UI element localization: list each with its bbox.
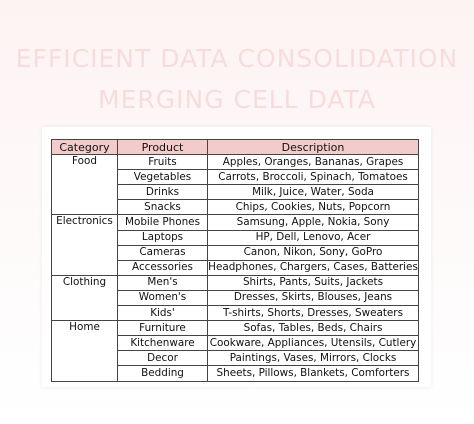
table-row: Women's Dresses, Skirts, Blouses, Jeans <box>52 289 419 307</box>
description-cell[interactable]: Sofas, Tables, Beds, Chairs <box>207 320 419 337</box>
product-cell[interactable]: Kitchenware <box>117 335 208 352</box>
table-row: Kids' T-shirts, Shorts, Dresses, Sweaters <box>52 305 419 322</box>
page-title-line1: EFFICIENT DATA CONSOLIDATION <box>15 44 459 73</box>
category-header[interactable]: Category <box>51 138 118 156</box>
table-row: Bedding Sheets, Pillows, Blankets, Comfor… <box>52 365 419 382</box>
description-cell[interactable]: Milk, Juice, Water, Soda <box>207 184 419 201</box>
product-cell[interactable]: Accessories <box>117 259 208 276</box>
description-cell[interactable]: T-shirts, Shorts, Dresses, Sweaters <box>207 305 419 322</box>
category-cell[interactable]: Food <box>51 154 118 216</box>
product-cell[interactable]: Drinks <box>117 184 208 201</box>
description-cell[interactable]: HP, Dell, Lenovo, Acer <box>207 229 419 246</box>
category-cell[interactable]: Clothing <box>51 274 118 322</box>
product-cell[interactable]: Cameras <box>117 244 208 261</box>
description-cell[interactable]: Cookware, Appliances, Utensils, Cutlery <box>207 335 419 352</box>
spreadsheet-panel: Category Product Description Food Fruits A… <box>42 127 431 387</box>
product-cell[interactable]: Vegetables <box>117 169 208 186</box>
product-cell[interactable]: Fruits <box>117 154 208 171</box>
product-cell[interactable]: Bedding <box>117 365 208 382</box>
product-header[interactable]: Product <box>117 138 208 156</box>
description-cell[interactable]: Apples, Oranges, Bananas, Grapes <box>207 154 419 171</box>
table-row: Snacks Chips, Cookies, Nuts, Popcorn <box>52 199 419 216</box>
product-cell[interactable]: Women's <box>117 289 208 307</box>
description-cell[interactable]: Canon, Nikon, Sony, GoPro <box>207 244 419 261</box>
description-cell[interactable]: Paintings, Vases, Mirrors, Clocks <box>207 350 419 367</box>
page-title-line2: MERGING CELL DATA <box>98 85 376 114</box>
table-row: Cameras Canon, Nikon, Sony, GoPro <box>52 244 419 261</box>
description-cell[interactable]: Headphones, Chargers, Cases, Batteries <box>207 259 419 276</box>
description-header[interactable]: Description <box>207 138 419 156</box>
description-cell[interactable]: Dresses, Skirts, Blouses, Jeans <box>207 289 419 307</box>
table-row: Kitchenware Cookware, Appliances, Utensil… <box>52 335 419 352</box>
product-table: Category Product Description Food Fruits A… <box>51 138 419 382</box>
category-cell[interactable]: Electronics <box>51 214 118 276</box>
table-row: Electronics Mobile Phones Samsung, Apple, … <box>51 214 419 276</box>
table-row: Decor Paintings, Vases, Mirrors, Clocks <box>52 350 419 367</box>
table-row: Food Fruits Apples, Oranges, Bananas, Grap… <box>51 154 419 216</box>
product-cell[interactable]: Mobile Phones <box>117 214 208 231</box>
description-cell[interactable]: Carrots, Broccoli, Spinach, Tomatoes <box>207 169 419 186</box>
table-row: Clothing Men's Shirts, Pants, Suits, Jacke… <box>51 274 419 322</box>
product-cell[interactable]: Kids' <box>117 305 208 322</box>
table-body: Food Fruits Apples, Oranges, Bananas, Grap… <box>51 154 419 382</box>
product-cell[interactable]: Snacks <box>117 199 208 216</box>
table-row: Home Furniture Sofas, Tables, Beds, Chairs <box>51 320 419 382</box>
description-cell[interactable]: Samsung, Apple, Nokia, Sony <box>207 214 419 231</box>
product-cell[interactable]: Laptops <box>117 229 208 246</box>
product-cell[interactable]: Decor <box>117 350 208 367</box>
header-row: Category Product Description <box>51 138 419 156</box>
description-cell[interactable]: Chips, Cookies, Nuts, Popcorn <box>207 199 419 216</box>
product-cell[interactable]: Men's <box>117 274 208 291</box>
description-cell[interactable]: Sheets, Pillows, Blankets, Comforters <box>207 365 419 382</box>
product-cell[interactable]: Furniture <box>117 320 208 337</box>
description-cell[interactable]: Shirts, Pants, Suits, Jackets <box>207 274 419 291</box>
category-cell[interactable]: Home <box>51 320 118 382</box>
